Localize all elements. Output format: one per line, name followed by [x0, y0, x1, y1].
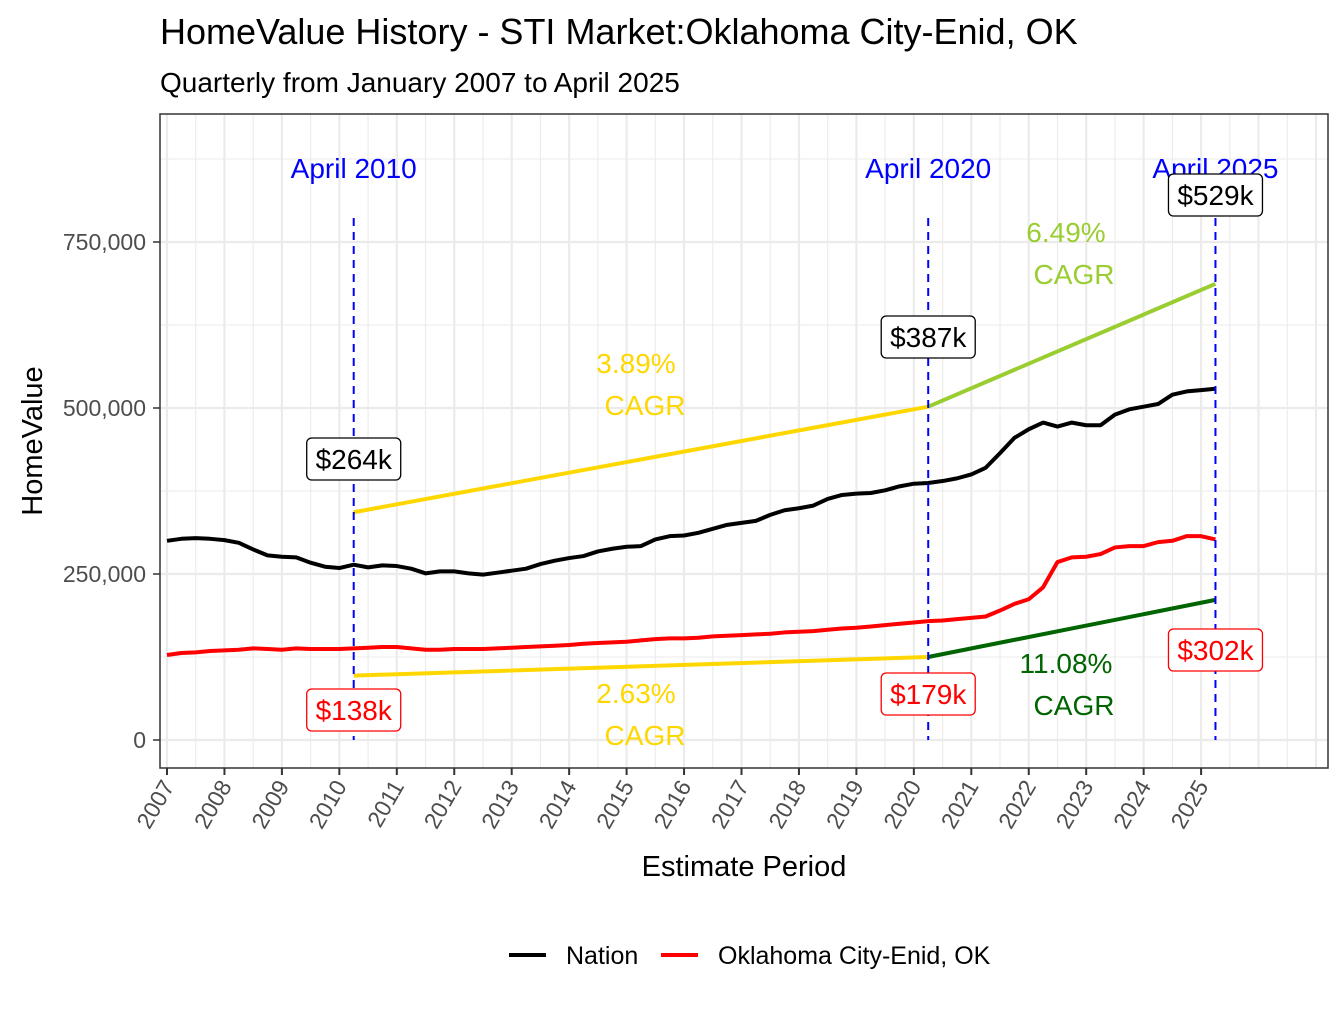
- date-marker-label: April 2020: [865, 153, 991, 184]
- x-tick-label: 2016: [648, 776, 696, 833]
- x-tick-label: 2012: [418, 776, 466, 833]
- value-label-box: [880, 315, 976, 359]
- x-tick-label: 2018: [763, 776, 811, 833]
- x-tick-label: 2017: [706, 776, 754, 833]
- cagr-text-label: CAGR: [605, 720, 686, 751]
- value-label: $138k: [316, 695, 393, 726]
- value-label-box: [1167, 628, 1264, 672]
- cagr-text-label: CAGR: [1034, 690, 1115, 721]
- x-tick-label: 2021: [936, 776, 984, 833]
- x-tick-label: 2011: [362, 776, 409, 832]
- x-axis-label: Estimate Period: [642, 851, 847, 883]
- value-label: $529k: [1177, 180, 1254, 211]
- cagr-rate-label: 3.89%: [596, 348, 675, 379]
- value-label: $302k: [1177, 635, 1254, 666]
- x-tick-label: 2014: [533, 775, 581, 832]
- date-marker-label: April 2010: [291, 153, 417, 184]
- value-label: $387k: [890, 322, 967, 353]
- x-tick-label: 2007: [131, 776, 179, 833]
- cagr-rate-label: 11.08%: [1020, 648, 1113, 679]
- x-tick-label: 2019: [821, 776, 869, 833]
- value-labels: 3.89% CAGR 6.49% CAGR 2.63% CAGR 11.08% CAGR $26…: [306, 173, 1264, 751]
- plot-panel-border: [159, 113, 1329, 769]
- legend-label-nation: Nation: [566, 942, 638, 970]
- y-tick-label: 0: [133, 727, 146, 753]
- series-lines: [166, 386, 1216, 657]
- chart-subtitle: Quarterly from January 2007 to April 202…: [160, 67, 680, 98]
- cagr-text-label: CAGR: [1034, 259, 1115, 290]
- cagr-line: [927, 281, 1217, 409]
- cagr-rate-label: 2.63%: [596, 678, 675, 709]
- cagr-rate-label: 6.49%: [1026, 217, 1105, 248]
- x-tick-label: 2013: [476, 776, 524, 833]
- x-tick-label: 2015: [591, 776, 639, 833]
- value-label: $264k: [316, 444, 393, 475]
- cagr-line: [353, 655, 929, 678]
- x-tick-label: 2023: [1050, 776, 1098, 833]
- y-tick-label: 250,000: [63, 561, 146, 587]
- value-label-box: [880, 672, 976, 716]
- cagr-text-label: CAGR: [605, 390, 686, 421]
- x-tick-label: 2025: [1165, 776, 1213, 833]
- chart-title: HomeValue History - STI Market:Oklahoma …: [160, 11, 1078, 52]
- value-label-box: [306, 437, 402, 481]
- x-tick-label: 2020: [878, 776, 926, 833]
- x-tick-label: 2010: [304, 776, 352, 833]
- y-tick-label: 750,000: [63, 229, 146, 255]
- x-tick-label: 2008: [189, 776, 237, 833]
- series-line-nation: [166, 386, 1216, 577]
- series-line-oklahoma-city-enid: [166, 534, 1216, 657]
- value-label-box: [306, 688, 402, 732]
- date-markers: April 2010 April 2020 April 2025: [291, 153, 1279, 740]
- cagr-line: [927, 597, 1216, 659]
- x-tick-label: 2024: [1108, 775, 1156, 832]
- value-label-box: [1167, 173, 1264, 217]
- legend-label-oklahoma-city-enid: Oklahoma City-Enid, OK: [718, 942, 991, 970]
- y-tick-label: 500,000: [63, 395, 146, 421]
- cagr-line: [353, 404, 929, 515]
- cagr-lines: [353, 281, 1217, 678]
- x-tick-label: 2009: [246, 776, 294, 833]
- legend: Nation Oklahoma City-Enid, OK: [509, 942, 991, 970]
- x-tick-label: 2022: [993, 776, 1041, 833]
- y-axis-label: HomeValue: [17, 366, 49, 515]
- value-label: $179k: [890, 679, 967, 710]
